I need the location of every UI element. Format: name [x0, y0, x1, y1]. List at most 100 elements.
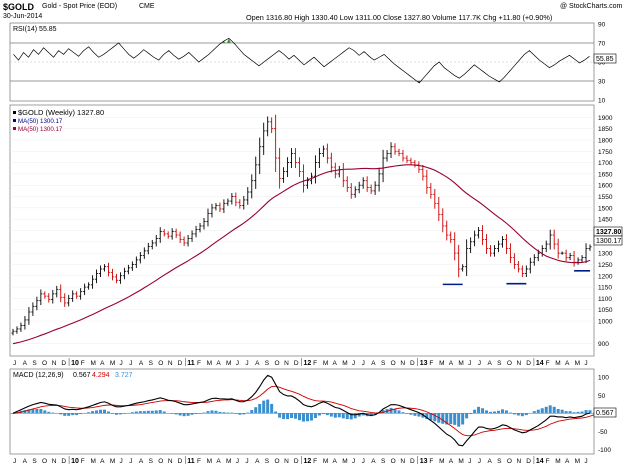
macd-histogram-bar [504, 410, 508, 414]
macd-histogram-bar [405, 413, 409, 414]
macd-histogram-bar [576, 411, 580, 414]
macd-histogram-bar [441, 413, 445, 424]
rsi-y-tick: 90 [598, 22, 606, 29]
month-tick-label: J [478, 360, 481, 367]
month-tick-label: A [100, 360, 105, 367]
macd-histogram-bar [294, 413, 298, 419]
macd-histogram-bar [75, 413, 79, 416]
month-tick-label: A [487, 458, 492, 465]
month-tick-label: M [575, 458, 580, 465]
macd-histogram-bar [59, 413, 63, 415]
legend-label: MA(50) 1300.17 [18, 118, 63, 125]
macd-histogram-bar [23, 410, 27, 414]
rsi-last-value: 55.85 [596, 56, 614, 63]
month-tick-label: 13 [420, 360, 428, 367]
macd-histogram-bar [178, 413, 182, 416]
macd-histogram-bar [91, 411, 95, 414]
month-tick-label: S [265, 458, 270, 465]
chart-date: 30-Jun-2014 [3, 13, 43, 20]
month-tick-label: A [139, 360, 144, 367]
month-tick-label: M [207, 360, 212, 367]
month-tick-label: J [352, 458, 355, 465]
macd-histogram-bar [560, 409, 564, 414]
month-tick-label: N [517, 360, 522, 367]
month-tick-label: M [342, 458, 347, 465]
macd-histogram-bar [580, 411, 584, 414]
price-y-tick: 1150 [598, 285, 612, 292]
macd-histogram-bar [353, 413, 357, 419]
price-y-tick: 1550 [598, 194, 613, 201]
macd-histogram-bar [198, 413, 202, 414]
macd-histogram-bar [110, 413, 114, 414]
price-y-tick: 900 [598, 341, 609, 348]
month-tick-label: 11 [187, 458, 195, 465]
price-y-tick: 1500 [598, 205, 613, 212]
macd-histogram-bar [122, 413, 126, 414]
macd-histogram-bar [433, 413, 437, 422]
month-tick-label: 14 [536, 458, 544, 465]
macd-histogram-bar [254, 407, 258, 414]
ma-value-label: 1300.17 [596, 238, 621, 245]
month-tick-label: S [497, 360, 502, 367]
month-tick-label: M [323, 360, 328, 367]
month-tick-label: D [410, 360, 415, 367]
month-tick-label: J [129, 360, 132, 367]
month-tick-label: J [352, 360, 355, 367]
month-tick-label: F [429, 458, 433, 465]
macd-histogram-bar [556, 408, 560, 414]
month-tick-label: M [439, 360, 444, 367]
month-tick-label: O [507, 458, 512, 465]
macd-histogram-bar [584, 410, 588, 414]
month-tick-label: J [584, 458, 587, 465]
month-tick-label: F [313, 458, 317, 465]
month-tick-label: A [449, 360, 454, 367]
macd-histogram-bar [99, 409, 103, 414]
macd-histogram-bar [43, 410, 47, 414]
macd-histogram-bar [337, 413, 341, 418]
macd-value-1: 0.567 [73, 372, 91, 379]
month-tick-label: M [555, 458, 560, 465]
macd-histogram-bar [226, 412, 230, 414]
macd-histogram-bar [445, 413, 449, 425]
macd-signal-line [12, 385, 595, 437]
month-tick-label: D [61, 458, 66, 465]
macd-histogram-bar [182, 413, 186, 417]
month-tick-label: J [13, 458, 16, 465]
macd-histogram-bar [238, 413, 242, 415]
macd-histogram-bar [301, 413, 305, 422]
macd-histogram-bar [162, 411, 166, 414]
month-tick-label: M [342, 360, 347, 367]
month-tick-label: 10 [71, 360, 79, 367]
macd-histogram-bar [369, 413, 373, 417]
macd-histogram-bar [305, 413, 309, 422]
macd-histogram-bar [469, 413, 473, 415]
month-tick-label: M [323, 458, 328, 465]
macd-histogram-bar [341, 413, 345, 419]
macd-histogram-bar [106, 411, 110, 414]
macd-histogram-bar [214, 410, 218, 414]
month-tick-label: N [168, 458, 173, 465]
price-y-tick: 1450 [598, 217, 613, 224]
macd-histogram-bar [103, 409, 107, 414]
price-y-tick: 1050 [598, 307, 613, 314]
price-y-tick: 1650 [598, 171, 613, 178]
macd-histogram-bar [258, 403, 262, 414]
price-y-tick: 1250 [598, 262, 613, 269]
month-tick-label: F [546, 360, 550, 367]
macd-histogram-bar [138, 411, 142, 414]
macd-histogram-bar [274, 411, 278, 414]
macd-histogram-bar [361, 413, 365, 416]
macd-histogram-bar [317, 413, 321, 416]
macd-histogram-bar [520, 413, 524, 417]
macd-histogram-bar [118, 413, 122, 415]
macd-histogram-bar [421, 413, 425, 418]
macd-histogram-bar [429, 413, 433, 421]
chart-exchange: CME [139, 3, 155, 10]
price-y-tick: 1600 [598, 183, 613, 190]
month-tick-label: 12 [304, 360, 312, 367]
month-tick-label: S [32, 458, 37, 465]
month-tick-label: J [478, 458, 481, 465]
macd-histogram-bar [266, 399, 270, 414]
month-tick-label: O [158, 458, 163, 465]
month-tick-label: J [468, 360, 471, 367]
